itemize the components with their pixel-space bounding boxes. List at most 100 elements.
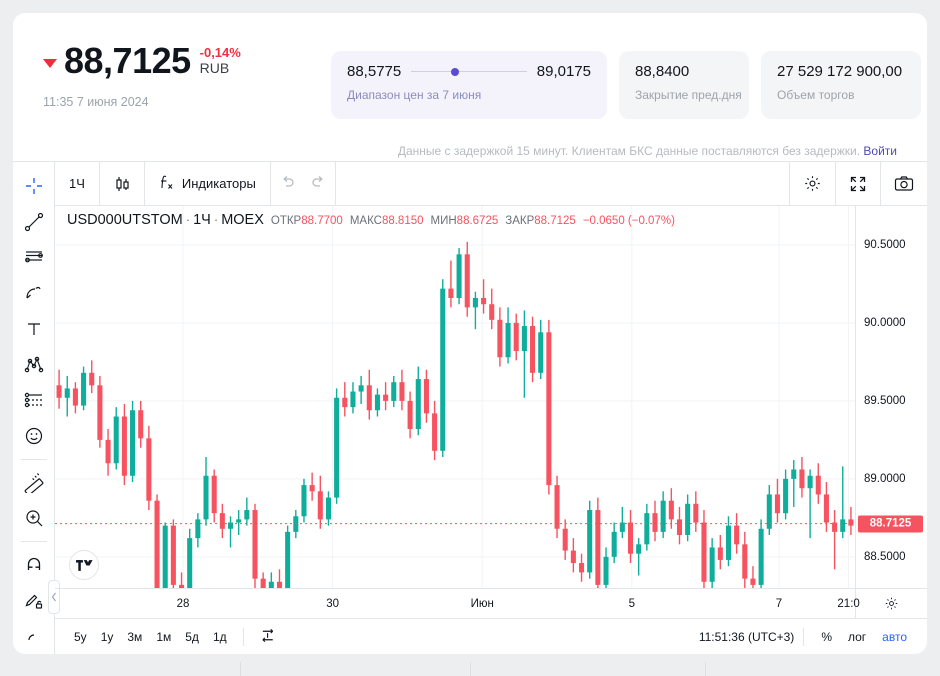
chart-widget: 1Ч Индикаторы: [13, 161, 927, 654]
range-low: 88,5775: [347, 63, 402, 80]
undo-arrow-icon[interactable]: [280, 174, 296, 193]
bottom-divider: [242, 627, 244, 646]
page-below-sliver: [0, 654, 940, 676]
time-tick: 30: [326, 598, 339, 610]
chart-canvas: [55, 206, 855, 588]
camera-icon[interactable]: [881, 162, 927, 205]
candlestick-icon[interactable]: [100, 162, 145, 205]
range-label: Диапазон цен за 7 июня: [347, 88, 482, 102]
time-tick: Июн: [470, 598, 494, 610]
time-tick: 28: [176, 598, 190, 610]
date-range-icon[interactable]: [253, 627, 284, 647]
price-range-card: 88,5775 89,0175 Диапазон цен за 7 июня: [331, 51, 607, 119]
current-price-tag: 88.7125: [858, 515, 923, 533]
drawing-lock-icon[interactable]: [17, 584, 51, 618]
legend-high-label: МАКС: [349, 215, 382, 227]
time-tick: 7: [775, 598, 783, 610]
prev-close-card: 88,8400 Закрытие пред.дня: [619, 51, 749, 119]
quote-header: 88,7125 -0,14% RUB 11:35 7 июня 2024 88,…: [13, 13, 927, 161]
percent-scale-button[interactable]: %: [821, 629, 832, 644]
legend-close-label: ЗАКР: [505, 215, 535, 227]
range-button-1м[interactable]: 1м: [156, 629, 172, 644]
legend-open: 88.7700: [301, 215, 343, 227]
indicators-label: Индикаторы: [181, 176, 256, 191]
text-tool-icon[interactable]: [17, 312, 51, 346]
login-link[interactable]: Войти: [863, 144, 897, 158]
plot-wrapper: USD000UTSTOM · 1Ч · MOEX ОТКР88.7700 МАКС88.81…: [55, 206, 927, 588]
legend-change: −0.0650 (−0.07%): [582, 215, 675, 227]
prev-close-value: 88,8400: [635, 63, 690, 80]
range-button-5д[interactable]: 5д: [185, 629, 199, 644]
range-marker: [450, 67, 459, 76]
caret-down-icon: [43, 59, 57, 68]
time-tick: 5: [628, 598, 635, 610]
time-axis[interactable]: 28 30 Июн 5 7 21:0: [55, 588, 927, 618]
stat-cards: 88,5775 89,0175 Диапазон цен за 7 июня 8…: [331, 51, 921, 119]
candlestick-plot[interactable]: USD000UTSTOM · 1Ч · MOEX ОТКР88.7700 МАКС88.81…: [55, 206, 855, 588]
crosshair-icon[interactable]: [17, 169, 51, 203]
price-tick: 90.5000: [864, 238, 906, 251]
forecast-icon[interactable]: [17, 383, 51, 417]
legend-close: 88.7125: [534, 215, 576, 227]
timeframe-button[interactable]: 1Ч: [55, 162, 100, 205]
gear-icon[interactable]: [790, 162, 836, 205]
patterns-icon[interactable]: [17, 347, 51, 381]
measure-ruler-icon[interactable]: [17, 465, 51, 499]
legend-high: 88.8150: [381, 215, 424, 227]
legend-open-label: ОТКР: [270, 215, 302, 227]
price-tick: 89.0000: [864, 472, 906, 485]
price-axis[interactable]: 90.5000 90.0000 89.5000 89.0000 88.5000 88.71…: [855, 206, 927, 588]
emoji-icon[interactable]: [17, 419, 51, 453]
indicators-button[interactable]: Индикаторы: [145, 162, 271, 205]
bottom-divider-2: [803, 627, 805, 646]
range-buttons: 5y 1y 3м 1м 5д 1д: [67, 630, 234, 644]
eraser-icon[interactable]: [17, 619, 51, 653]
legend-exchange: MOEX: [221, 212, 264, 228]
chart-column: 1Ч Индикаторы: [55, 162, 927, 654]
legend-interval: 1Ч: [193, 212, 211, 228]
toolbar-divider-2: [20, 540, 47, 542]
current-price: 88,7125: [64, 40, 191, 81]
volume-value: 27 529 172 900,00: [777, 63, 903, 80]
volume-card: 27 529 172 900,00 Объем торгов: [761, 51, 921, 119]
range-button-1д[interactable]: 1д: [212, 629, 227, 644]
chart-toolbar: 1Ч Индикаторы: [55, 162, 927, 206]
fx-icon: [159, 173, 175, 194]
quote-timestamp: 11:35 7 июня 2024: [43, 95, 149, 109]
magnet-icon[interactable]: [17, 548, 51, 582]
pitchfork-icon[interactable]: [17, 276, 51, 310]
redo-arrow-icon[interactable]: [310, 174, 326, 193]
zoom-in-icon[interactable]: [17, 501, 51, 535]
chart-bottom-bar: 5y 1y 3м 1м 5д 1д 11:51:36 (UTC+3) % лог авто: [55, 618, 927, 654]
price-tick: 90.0000: [864, 316, 906, 329]
price-currency: RUB: [199, 60, 230, 76]
horizontal-lines-icon[interactable]: [17, 240, 51, 274]
range-button-5y[interactable]: 5y: [74, 629, 87, 644]
legend-low: 88.6725: [456, 215, 499, 227]
price-tick: 89.5000: [864, 394, 906, 407]
time-axis-gear-icon[interactable]: [855, 589, 927, 618]
time-tick: 21:0: [837, 598, 860, 610]
fullscreen-icon[interactable]: [836, 162, 881, 205]
time-tick-strip: 28 30 Июн 5 7 21:0: [55, 589, 860, 618]
drawing-toolbar: [13, 162, 60, 654]
range-button-1y[interactable]: 1y: [100, 629, 114, 644]
chart-legend: USD000UTSTOM · 1Ч · MOEX ОТКР88.7700 МАКС88.81…: [67, 212, 675, 228]
auto-scale-button[interactable]: авто: [882, 629, 907, 644]
range-button-3м[interactable]: 3м: [127, 629, 143, 644]
tradingview-logo-icon[interactable]: [69, 550, 99, 580]
legend-low-label: МИН: [430, 215, 457, 227]
range-high: 89,0175: [536, 63, 591, 80]
trend-line-icon[interactable]: [17, 205, 51, 239]
price-change-percent: -0,14%: [199, 45, 241, 60]
range-track: [411, 67, 527, 76]
disclaimer-text: Данные с задержкой 15 минут. Клиентам БК…: [397, 144, 861, 158]
price-block: 88,7125 -0,14% RUB 11:35 7 июня 2024: [43, 41, 241, 109]
chart-clock: 11:51:36 (UTC+3): [698, 629, 795, 644]
legend-symbol: USD000UTSTOM: [67, 212, 183, 228]
toolbar-divider: [20, 458, 47, 460]
delay-disclaimer: Данные с задержкой 15 минут. Клиентам БК…: [398, 144, 897, 158]
log-scale-button[interactable]: лог: [847, 629, 867, 644]
volume-label: Объем торгов: [777, 88, 855, 102]
